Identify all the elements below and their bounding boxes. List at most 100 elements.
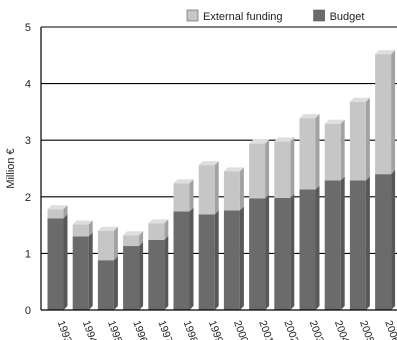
x-tick-label: 1995 — [105, 319, 124, 340]
bar-top — [249, 139, 270, 144]
x-tick-label: 1993 — [55, 319, 74, 340]
bar-group-2005 — [349, 97, 370, 310]
legend-swatch — [186, 9, 199, 22]
x-tick-label: 2002 — [281, 319, 300, 340]
bar-segment — [274, 141, 291, 198]
bar-side — [214, 210, 219, 310]
bar-side — [239, 206, 244, 310]
y-tick-label: 4 — [25, 79, 31, 91]
bar-side — [239, 167, 244, 211]
bar-top — [324, 119, 345, 124]
bar-top — [97, 226, 118, 231]
bar-top — [274, 137, 295, 142]
bar-segment — [72, 224, 89, 237]
bar-segment — [349, 180, 366, 310]
bar-side — [290, 137, 295, 198]
bar-top — [72, 220, 93, 225]
x-tick-label: 1996 — [130, 319, 149, 340]
bar-segment — [375, 54, 392, 175]
bar-group-2004 — [324, 119, 345, 310]
x-tick-label: 2005 — [357, 319, 376, 340]
y-tick-label: 2 — [25, 192, 31, 204]
bar-segment — [223, 210, 240, 310]
bar-group-1996 — [123, 231, 144, 310]
bar-segment — [148, 239, 165, 310]
bar-side — [315, 185, 320, 310]
bar-segment — [123, 235, 140, 247]
bar-segment — [198, 165, 215, 215]
legend-swatch — [313, 9, 325, 22]
x-tick-label: 1999 — [206, 319, 225, 340]
bar-side — [189, 207, 194, 310]
bar-segment — [324, 180, 341, 310]
bar-top — [299, 114, 320, 119]
bar-segment — [299, 189, 316, 310]
bar-top — [148, 219, 169, 224]
x-tick-label: 2001 — [256, 319, 275, 340]
bar-group-1995 — [97, 226, 118, 310]
bar-segment — [349, 101, 366, 181]
bar-side — [164, 219, 169, 240]
y-tick-label: 0 — [25, 305, 31, 317]
bar-top — [47, 205, 68, 210]
y-axis-label: Million € — [5, 148, 17, 188]
bar-side — [391, 50, 396, 175]
bar-side — [63, 205, 68, 219]
legend-label: External funding — [203, 11, 283, 23]
x-tick-label: 2000 — [231, 319, 250, 340]
bar-side — [113, 226, 118, 261]
bar-group-1993 — [47, 205, 68, 310]
bar-side — [265, 194, 270, 310]
bar-side — [340, 176, 345, 310]
bar-segment — [123, 246, 140, 310]
legend: External funding Budget — [186, 9, 365, 23]
bar-segment — [97, 260, 114, 310]
bar-top — [198, 161, 219, 166]
x-tick-label: 2003 — [307, 319, 326, 340]
x-tick-label: 2004 — [332, 319, 351, 340]
bar-side — [391, 170, 396, 310]
bar-segment — [148, 223, 165, 240]
bar-segment — [299, 118, 316, 190]
bar-group-1994 — [72, 220, 93, 310]
bar-segment — [72, 236, 89, 310]
bar-segment — [47, 209, 64, 219]
y-tick-label: 1 — [25, 248, 31, 260]
x-tick-label: 2006 — [382, 319, 397, 340]
bar-segment — [198, 214, 215, 310]
bar-group-2003 — [299, 114, 320, 310]
bar-segment — [47, 218, 64, 310]
bar-side — [113, 256, 118, 310]
bar-group-2006 — [375, 50, 396, 310]
y-tick-label: 3 — [25, 135, 31, 147]
bar-side — [290, 193, 295, 310]
bar-segment — [274, 197, 291, 310]
bar-group-1999 — [198, 161, 219, 310]
bar-side — [340, 119, 345, 181]
y-tick-label: 5 — [25, 22, 31, 34]
bar-top — [375, 50, 396, 55]
bar-top — [349, 97, 370, 102]
bar-side — [265, 139, 270, 199]
bar-side — [214, 161, 219, 215]
bar-side — [88, 220, 93, 237]
bars-layer — [47, 50, 396, 310]
x-tick-label: 1994 — [80, 319, 99, 340]
bar-top — [223, 167, 244, 172]
bar-side — [63, 214, 68, 310]
bar-side — [88, 232, 93, 310]
bar-group-2001 — [249, 139, 270, 310]
x-tick-label: 1997 — [155, 319, 174, 340]
bar-segment — [249, 143, 266, 199]
bar-top — [123, 231, 144, 236]
x-tick-label: 1998 — [181, 319, 200, 340]
bar-side — [164, 235, 169, 310]
bar-segment — [249, 198, 266, 310]
bar-segment — [324, 123, 341, 181]
bar-segment — [173, 183, 190, 212]
bar-segment — [223, 171, 240, 211]
legend-label: Budget — [330, 11, 365, 23]
bar-segment — [173, 211, 190, 310]
